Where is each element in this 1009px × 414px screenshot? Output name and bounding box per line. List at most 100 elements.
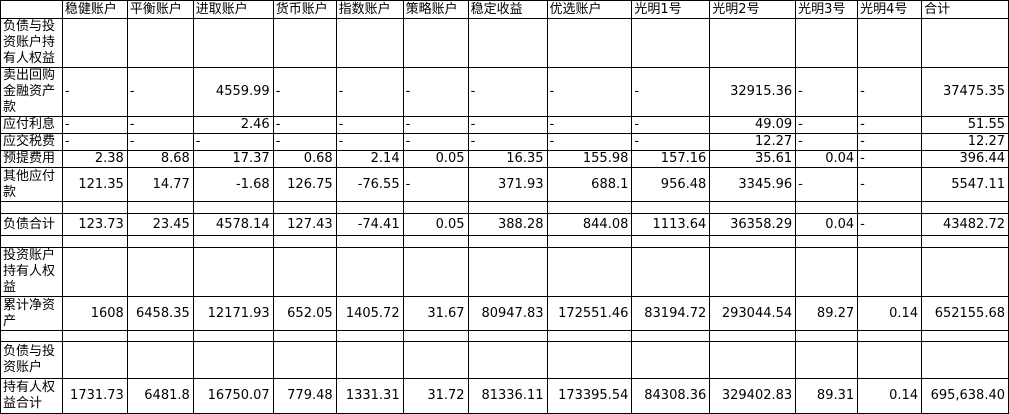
table-cell[interactable]: 89.31 bbox=[795, 378, 859, 414]
table-cell[interactable]: 16750.07 bbox=[192, 378, 274, 414]
table-cell[interactable]: 956.48 bbox=[631, 167, 711, 202]
row-label[interactable] bbox=[0, 201, 63, 214]
table-cell[interactable] bbox=[335, 247, 404, 297]
table-cell[interactable]: 23.45 bbox=[126, 213, 194, 236]
table-cell[interactable] bbox=[467, 330, 548, 342]
table-cell[interactable]: 2.46 bbox=[192, 116, 274, 134]
column-header[interactable]: 策略账户 bbox=[402, 0, 469, 19]
table-cell[interactable] bbox=[795, 341, 859, 379]
table-cell[interactable]: 43482.72 bbox=[921, 213, 1009, 236]
table-cell[interactable] bbox=[795, 330, 859, 342]
table-cell[interactable] bbox=[921, 330, 1009, 342]
row-label[interactable]: 预提费用 bbox=[0, 150, 63, 168]
table-cell[interactable] bbox=[272, 247, 337, 297]
table-cell[interactable] bbox=[857, 341, 923, 379]
table-cell[interactable] bbox=[402, 330, 469, 342]
table-cell[interactable]: 652.05 bbox=[272, 296, 337, 331]
table-cell[interactable] bbox=[546, 247, 633, 297]
table-cell[interactable]: 14.77 bbox=[126, 167, 194, 202]
table-cell[interactable]: - bbox=[402, 67, 469, 117]
table-cell[interactable] bbox=[402, 341, 469, 379]
table-cell[interactable]: 8.68 bbox=[126, 150, 194, 168]
table-cell[interactable]: 0.14 bbox=[857, 378, 923, 414]
table-cell[interactable] bbox=[335, 201, 404, 214]
table-cell[interactable] bbox=[467, 18, 548, 68]
table-cell[interactable]: 396.44 bbox=[921, 150, 1009, 168]
table-cell[interactable] bbox=[921, 201, 1009, 214]
table-cell[interactable]: - bbox=[467, 67, 548, 117]
row-label[interactable]: 其他应付款 bbox=[0, 167, 63, 202]
table-cell[interactable]: 127.43 bbox=[272, 213, 337, 236]
table-cell[interactable] bbox=[857, 330, 923, 342]
table-cell[interactable] bbox=[402, 247, 469, 297]
column-header[interactable]: 光明3号 bbox=[795, 0, 859, 19]
table-cell[interactable]: 4578.14 bbox=[192, 213, 274, 236]
row-label[interactable]: 持有人权益合计 bbox=[0, 378, 63, 414]
table-cell[interactable]: 6481.8 bbox=[126, 378, 194, 414]
table-cell[interactable]: 16.35 bbox=[467, 150, 548, 168]
table-cell[interactable] bbox=[631, 201, 711, 214]
column-header[interactable]: 货币账户 bbox=[272, 0, 337, 19]
table-cell[interactable]: 89.27 bbox=[795, 296, 859, 331]
table-cell[interactable]: - bbox=[467, 116, 548, 134]
table-cell[interactable]: - bbox=[631, 133, 711, 151]
table-cell[interactable]: 36358.29 bbox=[709, 213, 797, 236]
table-cell[interactable] bbox=[857, 201, 923, 214]
table-cell[interactable] bbox=[546, 18, 633, 68]
table-cell[interactable]: - bbox=[546, 133, 633, 151]
table-cell[interactable]: 84308.36 bbox=[631, 378, 711, 414]
table-cell[interactable]: 1331.31 bbox=[335, 378, 404, 414]
table-cell[interactable] bbox=[467, 247, 548, 297]
table-cell[interactable] bbox=[272, 18, 337, 68]
table-cell[interactable]: 2.38 bbox=[61, 150, 128, 168]
table-cell[interactable] bbox=[126, 330, 194, 342]
table-cell[interactable]: 37475.35 bbox=[921, 67, 1009, 117]
table-cell[interactable] bbox=[857, 235, 923, 248]
table-cell[interactable]: - bbox=[126, 133, 194, 151]
table-cell[interactable]: 12.27 bbox=[709, 133, 797, 151]
table-cell[interactable] bbox=[857, 247, 923, 297]
table-cell[interactable] bbox=[546, 235, 633, 248]
table-cell[interactable] bbox=[61, 235, 128, 248]
table-cell[interactable]: - bbox=[272, 67, 337, 117]
table-cell[interactable]: -76.55 bbox=[335, 167, 404, 202]
column-header[interactable]: 稳定收益 bbox=[467, 0, 548, 19]
table-cell[interactable]: - bbox=[61, 116, 128, 134]
column-header[interactable]: 指数账户 bbox=[335, 0, 404, 19]
table-cell[interactable] bbox=[795, 18, 859, 68]
table-cell[interactable] bbox=[921, 18, 1009, 68]
row-label[interactable]: 负债与投资账户 bbox=[0, 341, 63, 379]
table-cell[interactable]: 695,638.40 bbox=[921, 378, 1009, 414]
table-cell[interactable]: 80947.83 bbox=[467, 296, 548, 331]
table-cell[interactable]: 688.1 bbox=[546, 167, 633, 202]
table-cell[interactable] bbox=[335, 341, 404, 379]
table-cell[interactable]: - bbox=[335, 133, 404, 151]
table-cell[interactable]: 6458.35 bbox=[126, 296, 194, 331]
table-cell[interactable]: 49.09 bbox=[709, 116, 797, 134]
column-header[interactable]: 平衡账户 bbox=[126, 0, 194, 19]
table-cell[interactable] bbox=[61, 341, 128, 379]
column-header[interactable]: 光明1号 bbox=[631, 0, 711, 19]
table-cell[interactable]: - bbox=[857, 133, 923, 151]
table-cell[interactable]: - bbox=[61, 133, 128, 151]
table-cell[interactable]: 123.73 bbox=[61, 213, 128, 236]
row-label[interactable]: 应付利息 bbox=[0, 116, 63, 134]
table-cell[interactable]: - bbox=[335, 116, 404, 134]
table-cell[interactable]: - bbox=[857, 213, 923, 236]
table-cell[interactable] bbox=[631, 341, 711, 379]
table-cell[interactable]: - bbox=[192, 133, 274, 151]
table-cell[interactable]: - bbox=[272, 116, 337, 134]
table-cell[interactable]: 172551.46 bbox=[546, 296, 633, 331]
table-cell[interactable]: 12.27 bbox=[921, 133, 1009, 151]
row-label[interactable]: 负债合计 bbox=[0, 213, 63, 236]
row-label[interactable]: 应交税费 bbox=[0, 133, 63, 151]
table-cell[interactable] bbox=[546, 201, 633, 214]
table-cell[interactable]: 0.68 bbox=[272, 150, 337, 168]
table-cell[interactable] bbox=[335, 235, 404, 248]
column-header[interactable]: 光明4号 bbox=[857, 0, 923, 19]
table-cell[interactable] bbox=[795, 201, 859, 214]
row-label[interactable]: 投资账户持有人权益 bbox=[0, 247, 63, 297]
table-cell[interactable] bbox=[192, 247, 274, 297]
table-cell[interactable]: - bbox=[126, 116, 194, 134]
table-cell[interactable]: 293044.54 bbox=[709, 296, 797, 331]
